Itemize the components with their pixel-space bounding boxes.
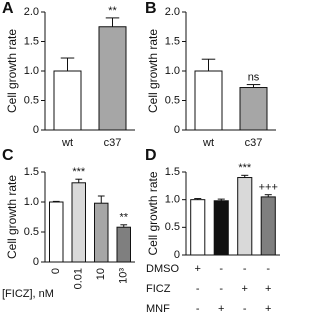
condition-mark: - <box>219 263 223 275</box>
y-tick-label: 1.0 <box>165 65 180 77</box>
x-tick-label: 0.01 <box>73 268 85 289</box>
condition-mark: + <box>265 283 271 295</box>
x-tick-label: 10 <box>95 268 107 280</box>
condition-mark: - <box>196 303 200 315</box>
y-tick-label: 0 <box>174 124 180 136</box>
significance: *** <box>238 162 252 174</box>
significance: +++ <box>259 182 278 194</box>
condition-name: MNF <box>146 303 170 315</box>
y-tick-label: 0.5 <box>24 226 39 238</box>
panel-letter: A <box>2 0 14 17</box>
x-tick-label: c37 <box>104 137 122 149</box>
bar <box>94 202 109 263</box>
x-tick-label: c37 <box>245 137 263 149</box>
figure: A Cell growth rate 0 0.5 1.0 1.5 2.0 wt ** c37 B Ce… <box>2 0 280 315</box>
bar <box>98 26 127 131</box>
condition-mark: - <box>266 263 270 275</box>
condition-name: DMSO <box>146 263 179 275</box>
bar <box>53 70 82 131</box>
x-tick-label: wt <box>202 137 214 149</box>
y-tick-label: 2.0 <box>165 6 180 18</box>
y-axis-label: Cell growth rate <box>146 29 160 113</box>
bar <box>190 199 206 256</box>
x-tick-label: 10³ <box>118 268 130 284</box>
x-tick-label: 0 <box>50 268 62 274</box>
x-tick-label: wt <box>61 137 73 149</box>
y-tick-label: 1.0 <box>165 194 180 206</box>
panel-letter: B <box>145 0 157 17</box>
bar <box>194 70 223 131</box>
y-tick-label: 0 <box>33 256 39 268</box>
condition-name: FICZ <box>146 283 171 295</box>
x-axis-label: [FICZ], nM <box>2 288 54 300</box>
panel-letter: D <box>145 147 157 164</box>
y-axis-label: Cell growth rate <box>146 171 160 255</box>
bar <box>237 177 253 256</box>
condition-mark: - <box>243 263 247 275</box>
y-tick-label: 0.5 <box>24 94 39 106</box>
y-tick-label: 0.5 <box>165 221 180 233</box>
y-tick-label: 1.0 <box>24 65 39 77</box>
significance: *** <box>72 166 86 178</box>
y-tick-label: 0 <box>174 249 180 261</box>
condition-mark: + <box>242 283 248 295</box>
y-tick-label: 1.5 <box>165 166 180 178</box>
bar <box>213 200 229 256</box>
y-tick-label: 1.5 <box>24 35 39 47</box>
condition-mark: - <box>196 283 200 295</box>
y-tick-label: 2.0 <box>24 6 39 18</box>
bar <box>260 196 276 256</box>
significance: ** <box>108 5 117 17</box>
significance: ** <box>119 212 128 224</box>
bar <box>71 182 86 263</box>
y-tick-label: 0 <box>33 124 39 136</box>
y-tick-label: 1.5 <box>24 166 39 178</box>
condition-mark: + <box>265 303 271 315</box>
y-axis-label: Cell growth rate <box>5 175 19 259</box>
significance: ns <box>248 71 260 83</box>
bar <box>116 226 131 263</box>
bar <box>239 87 268 131</box>
y-tick-label: 1.0 <box>24 196 39 208</box>
condition-mark: - <box>243 303 247 315</box>
condition-mark: + <box>218 303 224 315</box>
bar <box>49 201 64 263</box>
y-tick-label: 0.5 <box>165 94 180 106</box>
condition-mark: + <box>195 263 201 275</box>
condition-mark: - <box>219 283 223 295</box>
panel-letter: C <box>2 147 14 164</box>
y-tick-label: 1.5 <box>165 35 180 47</box>
y-axis-label: Cell growth rate <box>5 29 19 113</box>
